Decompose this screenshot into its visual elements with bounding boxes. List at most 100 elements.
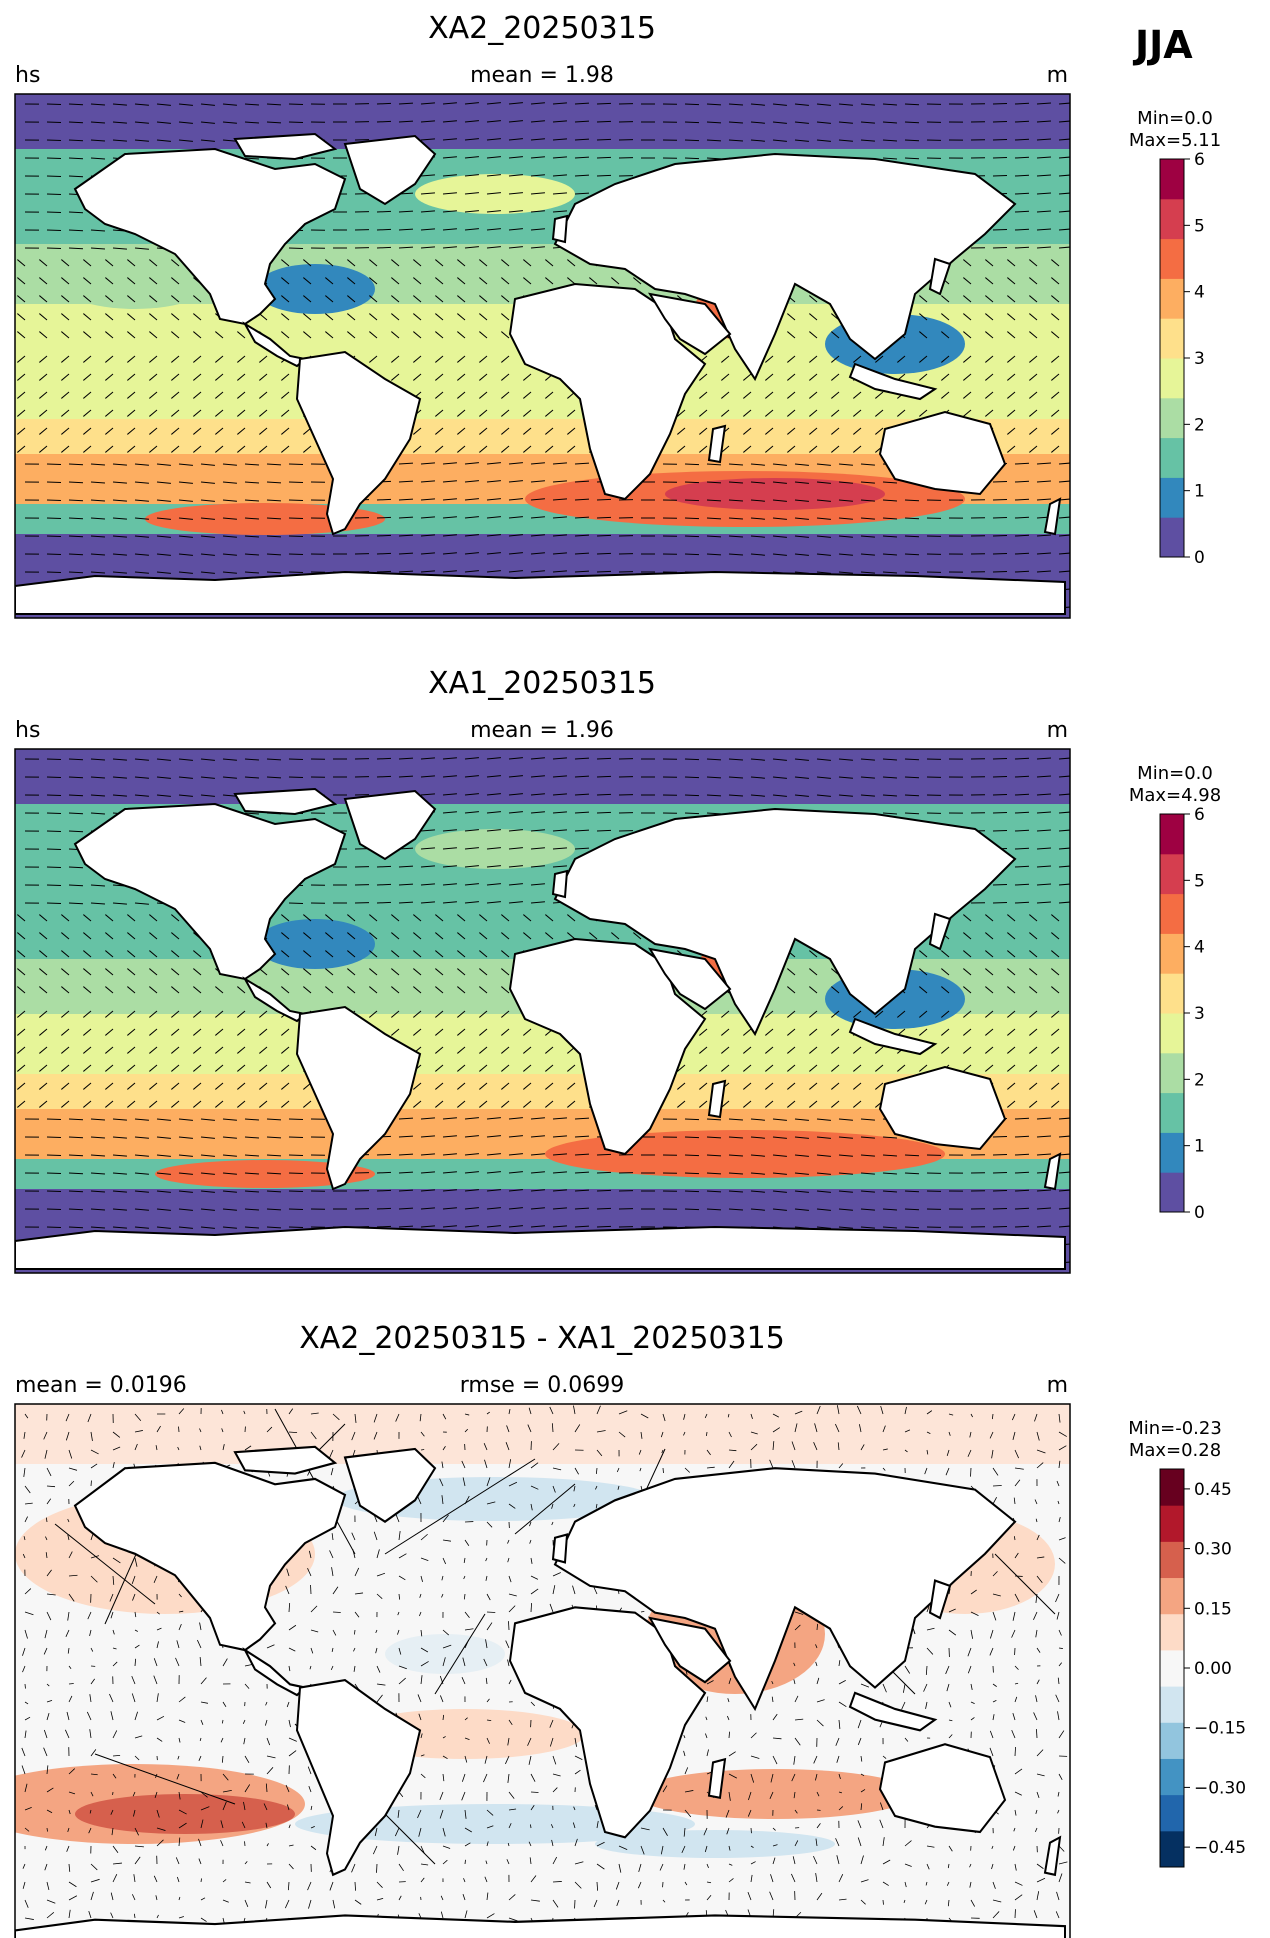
- direction-arrow: [765, 373, 774, 381]
- direction-arrow: [638, 1449, 642, 1455]
- direction-arrow: [596, 1841, 605, 1847]
- direction-arrow: [765, 409, 774, 417]
- direction-arrow: [266, 1226, 282, 1229]
- direction-arrow: [831, 1028, 840, 1036]
- direction-arrow: [618, 1410, 628, 1415]
- direction-arrow: [17, 1082, 26, 1090]
- direction-arrow: [772, 1844, 778, 1847]
- direction-arrow: [486, 1411, 490, 1415]
- direction-arrow: [523, 1028, 532, 1036]
- direction-arrow: [1035, 1809, 1038, 1815]
- direction-arrow: [836, 1405, 840, 1415]
- direction-arrow: [413, 445, 422, 453]
- direction-arrow: [1036, 534, 1052, 537]
- direction-arrow: [61, 1064, 70, 1072]
- direction-arrow: [660, 1845, 664, 1855]
- direction-arrow: [948, 1413, 954, 1416]
- direction-arrow: [699, 1064, 708, 1072]
- direction-arrow: [860, 499, 875, 502]
- direction-arrow: [68, 175, 84, 178]
- direction-arrow: [24, 1516, 28, 1523]
- colorbar-swatch: [1160, 853, 1184, 895]
- direction-arrow: [706, 139, 722, 142]
- direction-arrow: [221, 1755, 224, 1763]
- direction-arrow: [838, 1208, 853, 1211]
- direction-arrow: [193, 373, 202, 381]
- direction-arrow: [750, 1118, 765, 1121]
- direction-arrow: [1014, 1479, 1021, 1487]
- direction-arrow: [501, 932, 510, 940]
- direction-arrow: [501, 1100, 510, 1108]
- direction-arrow: [149, 391, 158, 399]
- direction-arrow: [90, 1878, 100, 1883]
- direction-arrow: [441, 1461, 444, 1469]
- direction-arrow: [1036, 1117, 1052, 1120]
- direction-arrow: [985, 1046, 994, 1054]
- direction-arrow: [530, 757, 545, 760]
- direction-arrow: [420, 865, 435, 868]
- direction-arrow: [750, 1861, 756, 1865]
- direction-arrow: [728, 1136, 743, 1139]
- direction-arrow: [1036, 498, 1052, 501]
- direction-arrow: [860, 121, 875, 124]
- direction-arrow: [39, 950, 48, 958]
- direction-arrow: [728, 499, 743, 502]
- direction-arrow: [486, 210, 501, 213]
- direction-arrow: [105, 427, 114, 435]
- direction-arrow: [728, 121, 743, 124]
- direction-arrow: [464, 1827, 472, 1833]
- colorbar-tick-label: 1: [1194, 1137, 1205, 1157]
- direction-arrow: [244, 571, 259, 574]
- direction-arrow: [178, 1737, 181, 1743]
- direction-arrow: [838, 1226, 853, 1229]
- direction-arrow: [904, 535, 920, 538]
- direction-arrow: [68, 866, 84, 869]
- direction-arrow: [435, 295, 444, 303]
- direction-arrow: [200, 1897, 206, 1901]
- direction-arrow: [969, 1881, 972, 1888]
- direction-arrow: [369, 331, 378, 339]
- direction-arrow: [354, 1881, 356, 1891]
- direction-arrow: [109, 1593, 114, 1602]
- direction-arrow: [616, 1899, 620, 1907]
- direction-arrow: [200, 794, 215, 797]
- direction-arrow: [1036, 1863, 1044, 1869]
- direction-arrow: [112, 139, 127, 142]
- direction-arrow: [1058, 847, 1070, 850]
- direction-arrow: [90, 499, 106, 502]
- direction-arrow: [772, 481, 787, 484]
- direction-arrow: [508, 847, 523, 850]
- direction-arrow: [398, 462, 414, 465]
- direction-arrow: [90, 758, 106, 761]
- direction-arrow: [727, 1698, 730, 1703]
- direction-arrow: [882, 571, 898, 574]
- direction-arrow: [765, 1064, 774, 1072]
- direction-arrow: [17, 914, 26, 922]
- direction-arrow: [89, 1809, 92, 1814]
- direction-arrow: [442, 462, 457, 465]
- direction-arrow: [417, 1496, 422, 1505]
- direction-arrow: [244, 758, 259, 761]
- direction-arrow: [853, 427, 862, 435]
- direction-arrow: [17, 968, 26, 976]
- direction-arrow: [149, 277, 158, 285]
- direction-arrow: [985, 968, 994, 976]
- direction-arrow: [596, 1405, 601, 1415]
- direction-arrow: [508, 246, 523, 249]
- direction-arrow: [529, 1521, 532, 1527]
- direction-arrow: [237, 1010, 246, 1018]
- direction-arrow: [244, 1445, 252, 1451]
- direction-arrow: [816, 463, 831, 466]
- colorbar-tick-label: 6: [1194, 805, 1205, 825]
- direction-arrow: [215, 1046, 224, 1054]
- direction-arrow: [507, 1557, 510, 1563]
- direction-arrow: [373, 1431, 378, 1440]
- direction-arrow: [1051, 1082, 1060, 1090]
- direction-arrow: [39, 1100, 48, 1108]
- direction-arrow: [772, 758, 787, 761]
- direction-arrow: [508, 1135, 523, 1138]
- direction-arrow: [24, 1588, 32, 1595]
- direction-arrow: [1058, 1517, 1061, 1523]
- direction-arrow: [941, 391, 950, 399]
- direction-arrow: [1007, 914, 1016, 922]
